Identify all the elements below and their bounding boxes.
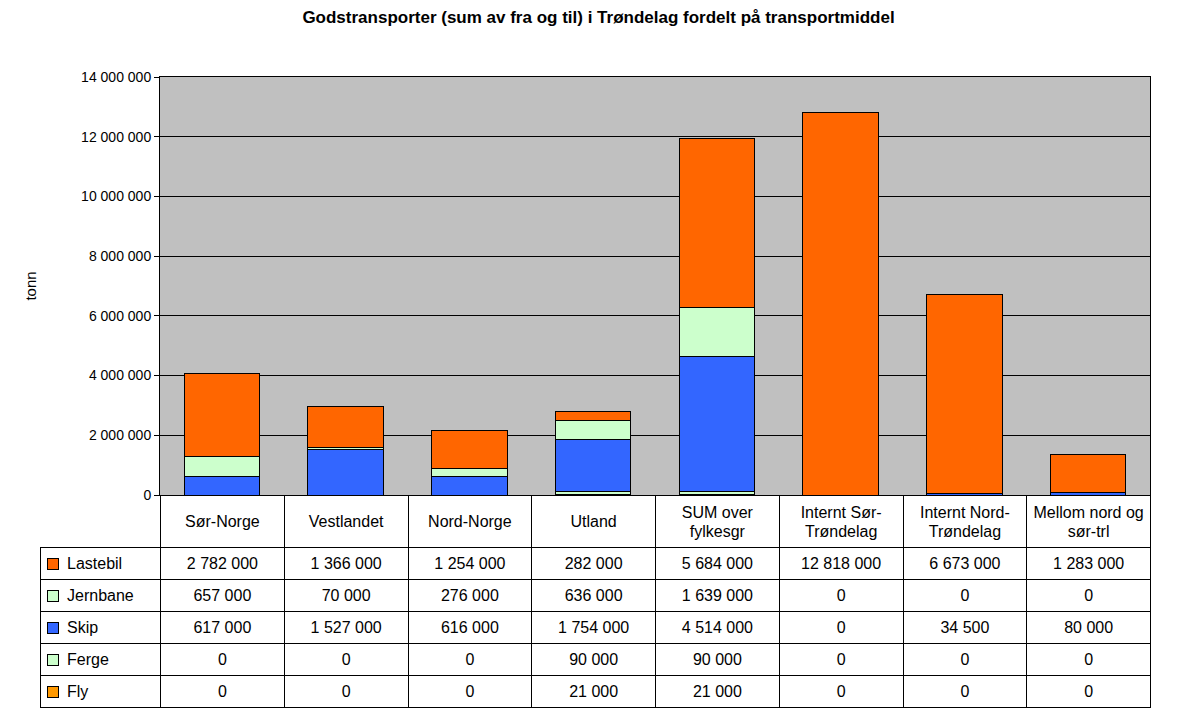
svg-text:14 000 000: 14 000 000 [81,69,151,85]
html-text:Sør-Norge: Sør-Norge [185,513,260,530]
svg-text:12 000 000: 12 000 000 [81,129,151,145]
html-text:617 000: 617 000 [193,619,252,636]
html-text:0: 0 [960,683,970,700]
html-text:0: 0 [836,587,846,604]
html-text:657 000: 657 000 [193,587,252,604]
html-text:0: 0 [341,651,351,668]
html-text:0: 0 [836,619,846,636]
html-text:1 254 000: 1 254 000 [434,555,506,572]
svg-text:2 000 000: 2 000 000 [89,427,151,443]
html-text:Internt Sør-Trøndelag: Internt Sør-Trøndelag [800,503,882,540]
html-text:Lastebil: Lastebil [67,555,123,572]
html-text:0: 0 [465,651,475,668]
html-text:Vestlandet: Vestlandet [308,513,384,530]
html-text:282 000: 282 000 [564,555,623,572]
html-text:21 000: 21 000 [569,683,619,700]
html-text:12 818 000: 12 818 000 [801,555,882,572]
svg-text:4 000 000: 4 000 000 [89,367,151,383]
html-text:0: 0 [960,651,970,668]
html-text:2 782 000: 2 782 000 [186,555,258,572]
svg-text:Godstransporter (sum av fra og: Godstransporter (sum av fra og til) i Tr… [302,8,894,27]
html-text:70 000: 70 000 [321,587,371,604]
html-text:616 000: 616 000 [441,619,499,636]
html-text:0: 0 [1084,683,1094,700]
html-text:5 684 000: 5 684 000 [681,555,753,572]
html-text:Internt Nord-Trøndelag: Internt Nord-Trøndelag [920,503,1010,540]
svg-text:8 000 000: 8 000 000 [89,248,151,264]
html-text:34 500: 34 500 [940,619,990,636]
html-text:Nord-Norge: Nord-Norge [428,513,512,530]
html-text:Skip: Skip [67,619,99,636]
html-text:0: 0 [217,651,227,668]
html-text:0: 0 [1084,651,1094,668]
html-text:SUM over fylkesgr: SUM over fylkesgr [681,503,753,540]
html-text:Utland: Utland [570,513,617,530]
html-text:1 754 000: 1 754 000 [558,619,630,636]
html-text:1 527 000: 1 527 000 [310,619,382,636]
svg-text:tonn: tonn [22,271,39,300]
html-text:Jernbane: Jernbane [67,587,134,604]
svg-text:6 000 000: 6 000 000 [89,308,151,324]
html-text:90 000: 90 000 [569,651,619,668]
html-text:1 639 000: 1 639 000 [681,587,753,604]
html-text:90 000: 90 000 [692,651,742,668]
html-text:0: 0 [217,683,227,700]
html-text:636 000: 636 000 [564,587,623,604]
svg-text:10 000 000: 10 000 000 [81,188,151,204]
html-text:1 283 000: 1 283 000 [1053,555,1125,572]
html-text:0: 0 [836,683,846,700]
html-text:Mellom nord og sør-trl: Mellom nord og sør-trl [1033,503,1144,540]
html-text:21 000: 21 000 [692,683,742,700]
html-text:Ferge: Ferge [67,651,109,668]
html-text:4 514 000: 4 514 000 [681,619,753,636]
html-text:6 673 000: 6 673 000 [929,555,1001,572]
html-text:0: 0 [960,587,970,604]
html-text:0: 0 [465,683,475,700]
html-text:276 000: 276 000 [441,587,499,604]
html-text:0: 0 [341,683,351,700]
svg-text:0: 0 [143,487,151,503]
html-text:1 366 000: 1 366 000 [310,555,382,572]
html-text:0: 0 [1084,587,1094,604]
html-text:80 000: 80 000 [1064,619,1114,636]
html-text:0: 0 [836,651,846,668]
html-text:Fly: Fly [67,683,89,700]
